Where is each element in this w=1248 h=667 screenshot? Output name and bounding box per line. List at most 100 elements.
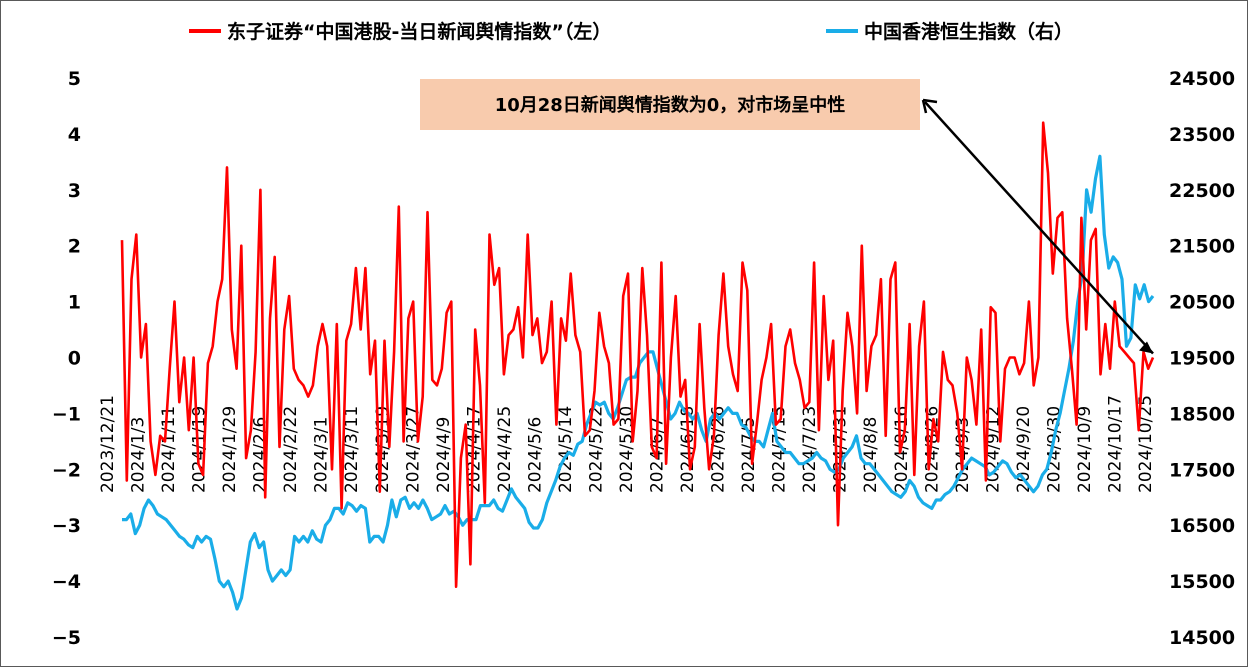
data-point <box>763 446 764 447</box>
data-point <box>541 363 542 364</box>
x-axis-date-label: 2024/10/17 <box>1105 395 1125 493</box>
data-point <box>532 335 533 336</box>
data-point <box>1114 301 1115 302</box>
data-point <box>331 469 332 470</box>
data-point <box>219 581 220 582</box>
data-point <box>522 357 523 358</box>
data-point <box>586 424 587 425</box>
data-point <box>355 268 356 269</box>
data-point <box>618 418 619 419</box>
data-point <box>250 430 251 431</box>
data-point <box>803 463 804 464</box>
data-point <box>441 368 442 369</box>
data-point <box>179 402 180 403</box>
data-point <box>546 351 547 352</box>
right-axis-tick-label: 15500 <box>1169 571 1235 593</box>
data-point <box>250 541 251 542</box>
data-point <box>933 418 934 419</box>
data-point <box>460 458 461 459</box>
data-point <box>166 519 167 520</box>
data-point <box>241 245 242 246</box>
data-point <box>679 402 680 403</box>
data-point <box>537 527 538 528</box>
data-point <box>747 290 748 291</box>
x-axis-date-labels: 2023/12/21 2024/1/3 2024/1/11 2024/1/19 2024… <box>98 395 1156 493</box>
data-point <box>883 480 884 481</box>
data-point <box>575 335 576 336</box>
data-point <box>852 446 853 447</box>
data-point <box>403 441 404 442</box>
data-point <box>1139 298 1140 299</box>
x-axis-date-label: 2024/5/14 <box>556 406 576 493</box>
data-point <box>699 323 700 324</box>
data-point <box>1148 301 1149 302</box>
data-point <box>958 477 959 478</box>
data-point <box>637 390 638 391</box>
data-point <box>188 544 189 545</box>
data-point <box>413 502 414 503</box>
data-point <box>890 279 891 280</box>
data-point <box>289 295 290 296</box>
data-point <box>484 502 485 503</box>
data-point <box>217 301 218 302</box>
data-point <box>814 262 815 263</box>
data-point <box>383 541 384 542</box>
data-point <box>276 575 277 576</box>
data-point <box>152 505 153 506</box>
data-point <box>728 407 729 408</box>
data-point <box>1113 256 1114 257</box>
x-axis-date-label: 2024/3/11 <box>342 406 362 493</box>
data-point <box>174 301 175 302</box>
data-point <box>1024 363 1025 364</box>
data-point <box>1068 368 1069 369</box>
data-point <box>479 385 480 386</box>
data-point <box>432 379 433 380</box>
data-point <box>621 393 622 394</box>
data-point <box>843 458 844 459</box>
annotation-box <box>420 79 920 130</box>
data-point <box>503 374 504 375</box>
data-point <box>130 513 131 514</box>
data-point <box>680 396 681 397</box>
data-point <box>895 262 896 263</box>
data-point <box>214 558 215 559</box>
data-point <box>905 491 906 492</box>
x-axis-date-label: 2024/1/29 <box>220 406 240 493</box>
data-point <box>551 301 552 302</box>
data-point <box>804 407 805 408</box>
annotation-arrowhead <box>921 98 938 114</box>
data-point <box>1011 472 1012 473</box>
data-point <box>947 379 948 380</box>
left-axis-tick-label: −3 <box>52 515 81 537</box>
data-point <box>918 497 919 498</box>
data-point <box>985 480 986 481</box>
data-point <box>561 318 562 319</box>
x-axis-date-label: 2024/9/20 <box>1014 406 1034 493</box>
data-point <box>164 441 165 442</box>
data-point <box>427 508 428 509</box>
data-point <box>834 472 835 473</box>
data-point <box>334 508 335 509</box>
data-point <box>1109 368 1110 369</box>
data-point <box>405 497 406 498</box>
data-point <box>533 527 534 528</box>
data-point <box>126 519 127 520</box>
data-point <box>904 430 905 431</box>
data-point <box>316 539 317 540</box>
data-point <box>627 273 628 274</box>
data-point <box>767 430 768 431</box>
x-axis-date-label: 2024/2/22 <box>281 406 301 493</box>
data-point <box>570 273 571 274</box>
data-point <box>642 268 643 269</box>
data-point <box>847 452 848 453</box>
data-point <box>771 323 772 324</box>
data-point <box>741 424 742 425</box>
left-axis-tick-label: 0 <box>68 348 81 370</box>
data-point <box>518 307 519 308</box>
data-point <box>942 351 943 352</box>
data-point <box>776 441 777 442</box>
data-point <box>436 385 437 386</box>
data-point <box>694 446 695 447</box>
data-point <box>303 536 304 537</box>
data-point <box>869 463 870 464</box>
